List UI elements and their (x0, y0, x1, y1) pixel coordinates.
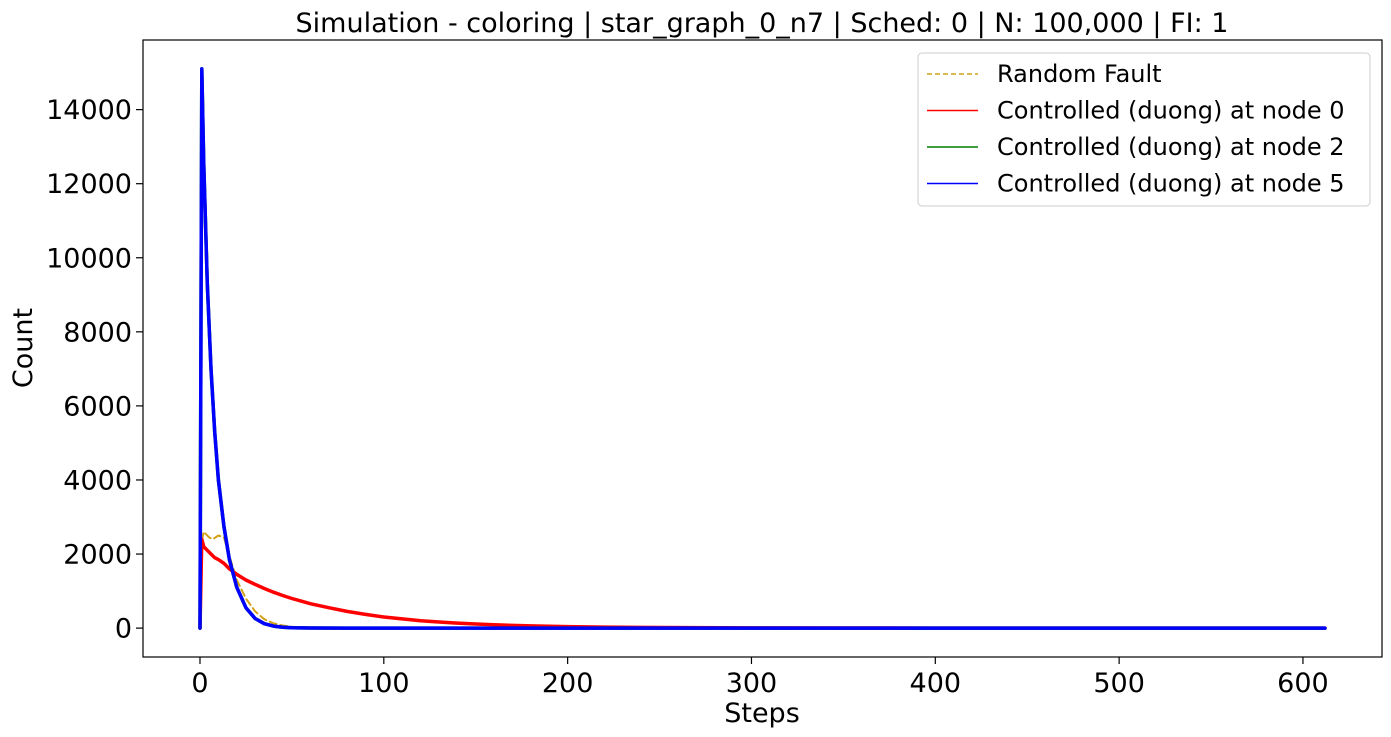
y-tick-label: 12000 (46, 169, 132, 200)
y-tick-label: 14000 (46, 95, 132, 126)
y-axis-label: Count (8, 308, 39, 388)
x-tick-label: 200 (542, 668, 594, 699)
series-line-3 (198, 67, 1327, 630)
legend: Random Fault Controlled (duong) at node 0… (917, 52, 1371, 207)
x-tick-label: 300 (726, 668, 778, 699)
legend-entry-label: Controlled (duong) at node 2 (997, 133, 1345, 161)
y-axis: 0 2000 4000 6000 8000 10000 12000 14000 (46, 95, 143, 645)
x-tick-label: 100 (358, 668, 410, 699)
legend-entry-label: Controlled (duong) at node 0 (997, 97, 1345, 125)
y-tick-label: 4000 (63, 465, 132, 496)
legend-box (917, 52, 1371, 207)
chart-title: Simulation - coloring | star_graph_0_n7 … (296, 8, 1229, 39)
y-tick-label: 0 (115, 614, 132, 645)
plot-frame (142, 39, 1383, 658)
y-tick-label: 2000 (63, 540, 132, 571)
x-axis: 0 100 200 300 400 500 600 (191, 657, 1329, 699)
x-tick-label: 600 (1277, 668, 1329, 699)
x-tick-label: 400 (910, 668, 962, 699)
x-tick-label: 500 (1093, 668, 1145, 699)
y-tick-label: 6000 (63, 391, 132, 422)
x-axis-label: Steps (724, 698, 800, 729)
legend-entry-label: Controlled (duong) at node 5 (997, 170, 1345, 198)
x-tick-label: 0 (191, 668, 208, 699)
series-layer (198, 67, 1327, 630)
legend-entry-label: Random Fault (997, 60, 1162, 88)
y-tick-label: 8000 (63, 317, 132, 348)
y-tick-label: 10000 (46, 243, 132, 274)
